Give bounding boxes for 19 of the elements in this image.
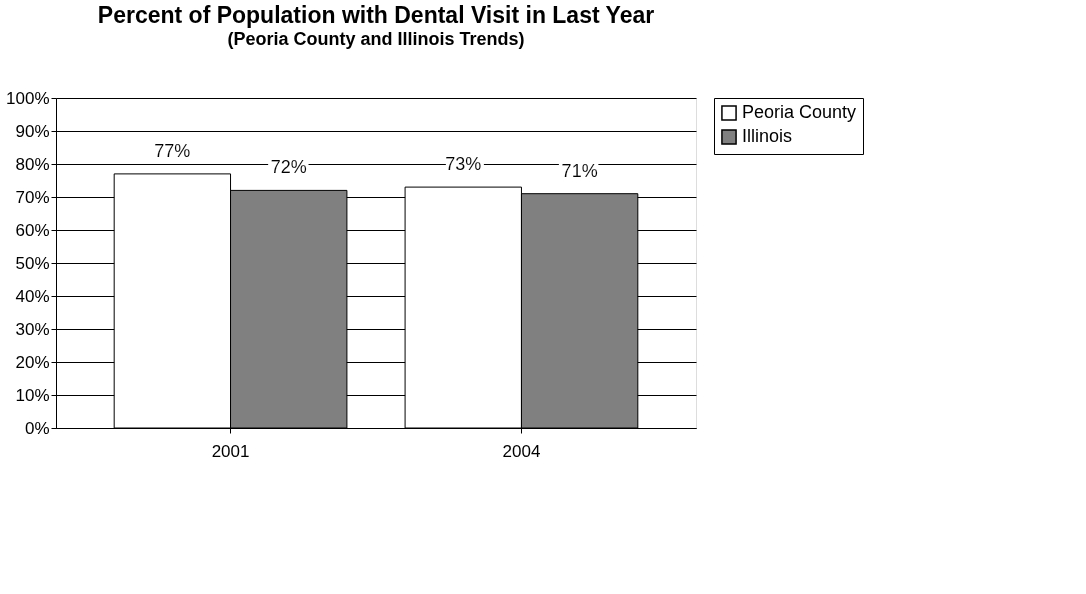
- y-tick-label: 90%: [15, 121, 50, 141]
- chart-title: Percent of Population with Dental Visit in Last Year: [97, 2, 655, 28]
- y-tick-label: 0%: [24, 418, 50, 438]
- x-tick-label: 2004: [502, 441, 541, 461]
- y-tick-label: 10%: [15, 385, 50, 405]
- data-label: 77%: [154, 140, 191, 161]
- data-label: 71%: [561, 160, 598, 181]
- y-tick-label: 80%: [15, 154, 50, 174]
- y-tick-label: 30%: [15, 319, 50, 339]
- y-tick-label: 100%: [6, 88, 50, 108]
- chart-subtitle: (Peoria County and Illinois Trends): [227, 29, 525, 49]
- y-tick-label: 60%: [15, 220, 50, 240]
- y-tick-label: 70%: [15, 187, 50, 207]
- y-tick-label: 40%: [15, 286, 50, 306]
- y-tick-label: 20%: [15, 352, 50, 372]
- y-tick-label: 50%: [15, 253, 50, 273]
- x-tick-label: 2001: [211, 441, 250, 461]
- legend-label: Peoria County: [742, 102, 857, 122]
- legend-label: Illinois: [742, 126, 793, 146]
